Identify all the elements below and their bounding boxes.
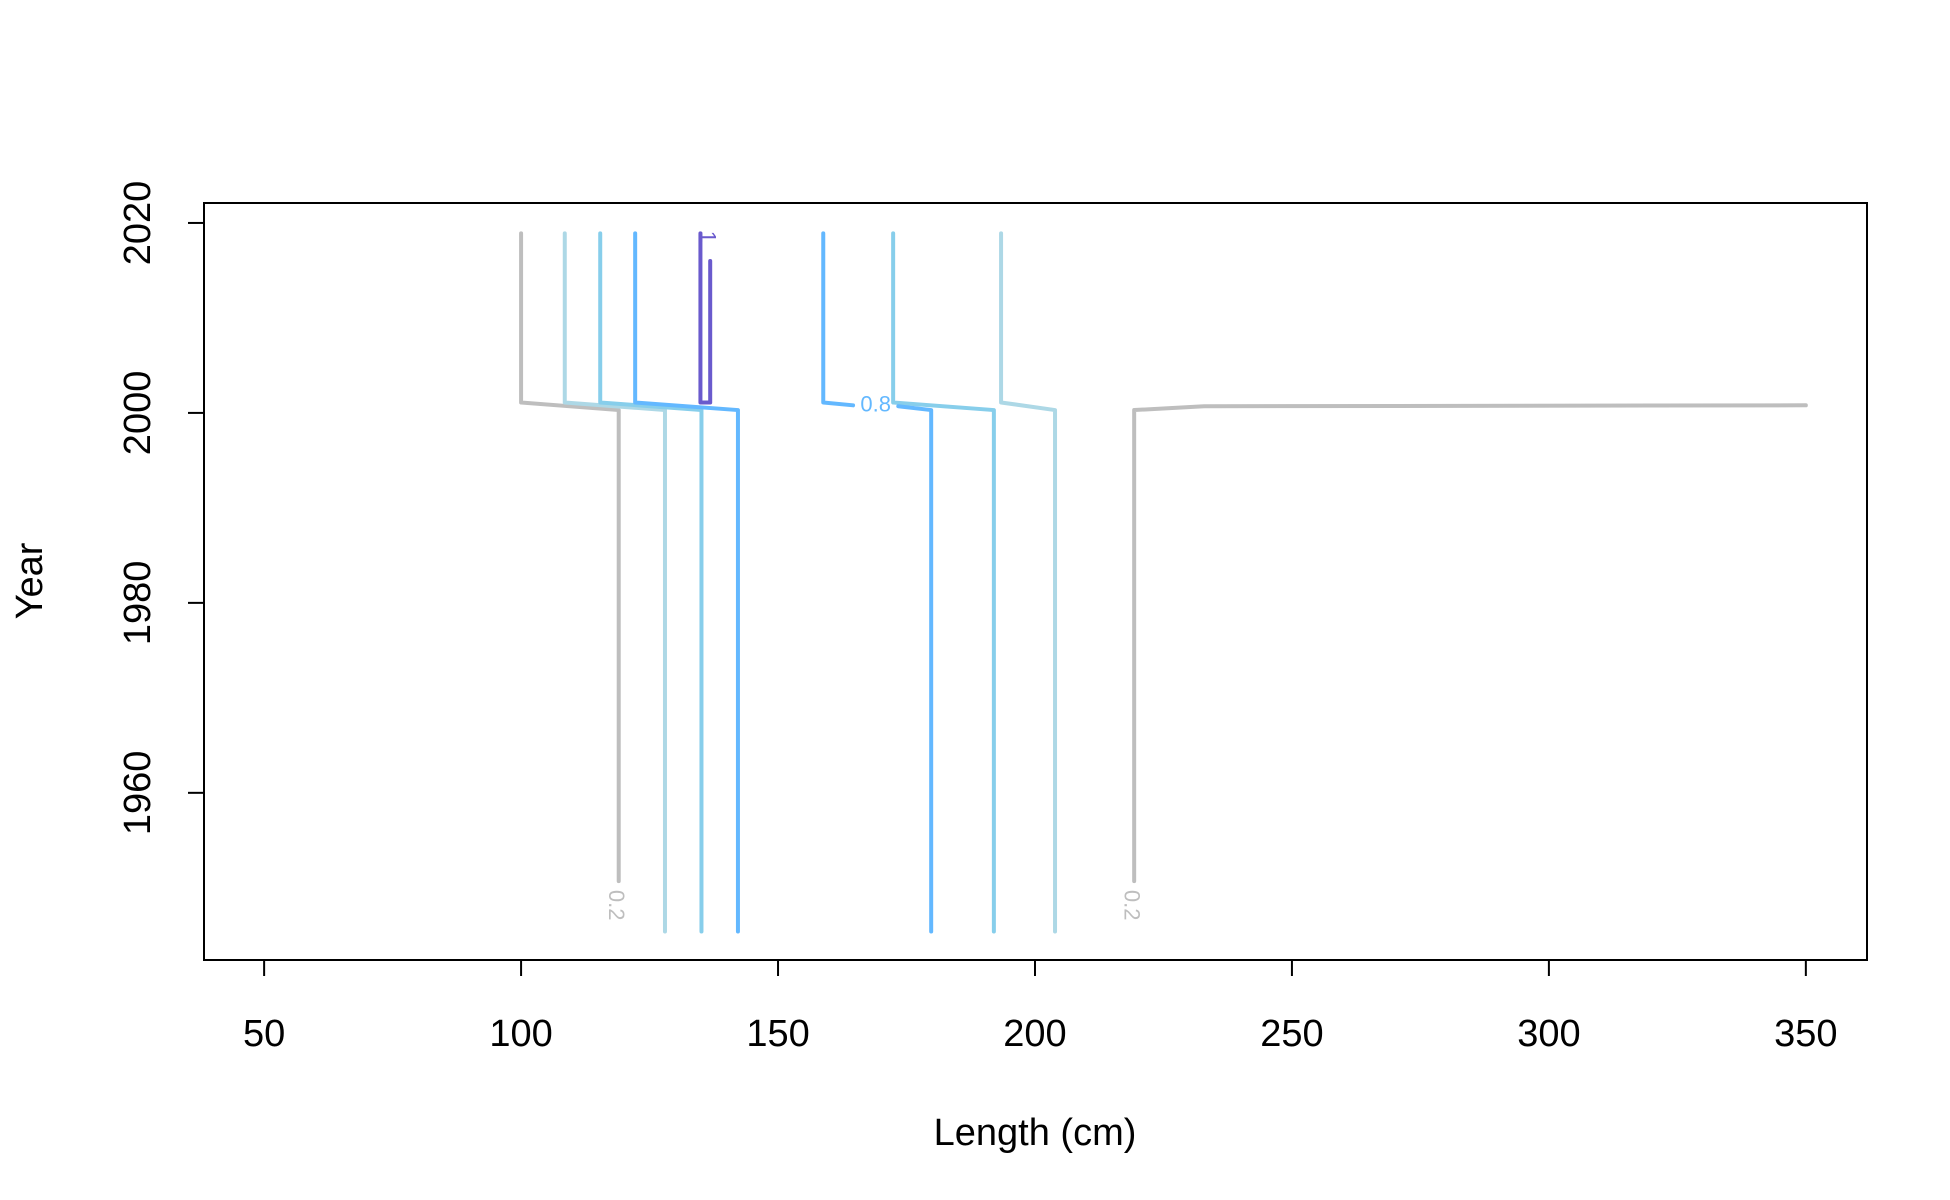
contour-line: [999, 231, 1058, 934]
contour-line: [562, 231, 667, 934]
contour-label: 0.8: [860, 392, 891, 417]
y-tick-label: 1960: [117, 751, 159, 836]
contour-label: 1: [695, 231, 720, 243]
contour-line: [519, 231, 621, 884]
y-tick-label: 2020: [117, 181, 159, 266]
contour-label: 0.2: [604, 890, 629, 921]
x-tick-label: 300: [1517, 1013, 1580, 1055]
contour-line: [891, 231, 996, 934]
x-tick-label: 200: [1003, 1013, 1066, 1055]
contour-line: [633, 231, 740, 934]
x-tick-label: 50: [243, 1013, 285, 1055]
y-tick-label: 2000: [117, 371, 159, 456]
contour-line: [821, 231, 934, 934]
plot-box: [203, 202, 1868, 961]
x-tick-label: 100: [489, 1013, 552, 1055]
x-tick-label: 350: [1774, 1013, 1837, 1055]
y-axis-label: Year: [9, 542, 51, 619]
contour-line: [598, 231, 704, 934]
y-tick-label: 1980: [117, 561, 159, 646]
x-axis-label: Length (cm): [934, 1112, 1137, 1154]
x-tick-label: 250: [1260, 1013, 1323, 1055]
contour-line: [1132, 403, 1808, 884]
x-tick-label: 150: [746, 1013, 809, 1055]
contour-label: 0.2: [1119, 890, 1144, 921]
contour-line: [698, 231, 713, 405]
